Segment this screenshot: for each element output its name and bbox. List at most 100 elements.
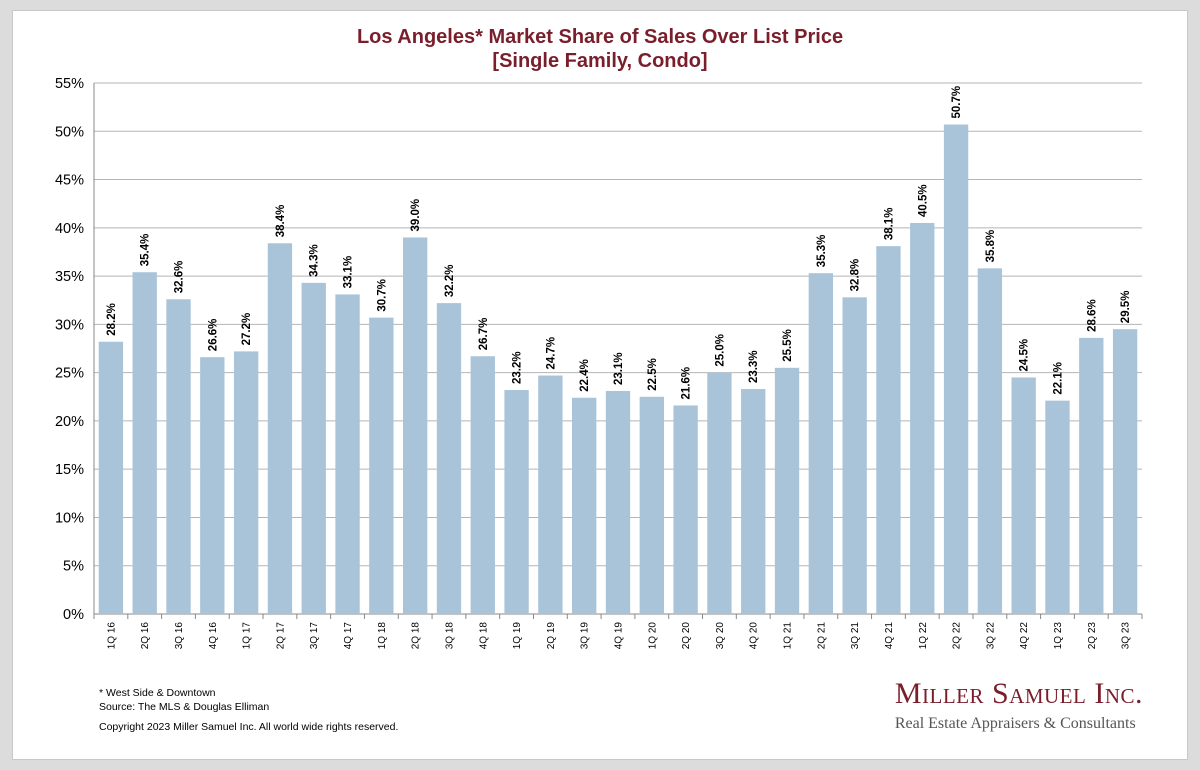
data-label: 28.6% <box>1086 299 1098 332</box>
bar <box>301 282 326 614</box>
y-tick-label: 30% <box>55 317 84 333</box>
data-label: 24.5% <box>1019 339 1031 372</box>
bar <box>436 303 462 614</box>
bar <box>943 124 969 615</box>
data-label: 38.1% <box>883 208 895 241</box>
data-label: 23.1% <box>613 352 625 385</box>
x-tick-label: 1Q 16 <box>106 622 117 650</box>
bar <box>98 341 124 614</box>
bar <box>808 273 834 614</box>
x-tick-label: 1Q 17 <box>242 622 253 650</box>
y-tick-label: 45% <box>55 173 84 189</box>
x-tick-label: 2Q 21 <box>816 622 827 650</box>
bar <box>1079 337 1104 614</box>
data-label: 32.6% <box>174 261 186 294</box>
bar <box>1112 329 1138 614</box>
bar <box>369 317 394 614</box>
x-tick-label: 1Q 19 <box>512 622 523 650</box>
x-tick-label: 3Q 16 <box>174 622 185 650</box>
x-tick-label: 3Q 18 <box>444 622 455 650</box>
y-tick-label: 15% <box>55 462 84 478</box>
x-tick-label: 2Q 22 <box>952 622 963 650</box>
chart-title: Los Angeles* Market Share of Sales Over … <box>13 25 1187 73</box>
bar <box>166 299 191 614</box>
x-tick-label: 2Q 19 <box>546 622 557 650</box>
data-label: 26.6% <box>207 319 219 352</box>
source-note: Source: The MLS & Douglas Elliman <box>99 701 270 713</box>
brand-tagline: Real Estate Appraisers & Consultants <box>894 715 1136 732</box>
x-tick-label: 1Q 23 <box>1053 622 1064 650</box>
chart-card: Los Angeles* Market Share of Sales Over … <box>12 10 1188 760</box>
footnotes: * West Side & Downtown Source: The MLS &… <box>99 686 398 734</box>
data-label: 27.2% <box>241 313 253 346</box>
data-label: 35.8% <box>985 230 997 263</box>
x-tick-label: 4Q 20 <box>749 622 760 650</box>
data-label: 50.7% <box>951 86 963 119</box>
bar <box>707 372 732 614</box>
data-label: 22.5% <box>647 358 659 391</box>
x-tick-label: 4Q 16 <box>208 622 219 650</box>
y-tick-label: 40% <box>55 221 84 237</box>
bar <box>572 397 597 614</box>
data-label: 38.4% <box>275 205 287 238</box>
data-label: 25.5% <box>782 329 794 362</box>
y-tick-label: 20% <box>55 414 84 430</box>
data-label: 32.2% <box>444 265 456 298</box>
bar <box>910 222 935 614</box>
bar <box>842 297 867 614</box>
y-tick-label: 50% <box>55 124 84 140</box>
bar <box>639 396 664 614</box>
y-tick-label: 35% <box>55 269 84 285</box>
bar <box>504 390 529 614</box>
bar <box>538 375 563 614</box>
data-label: 23.3% <box>748 350 760 383</box>
bar <box>1011 377 1036 614</box>
bar <box>402 237 428 615</box>
bar <box>1045 400 1070 614</box>
bar <box>774 367 800 614</box>
y-tick-label: 25% <box>55 366 84 382</box>
bar <box>977 268 1003 614</box>
chart-title-line1: Los Angeles* Market Share of Sales Over … <box>356 26 844 48</box>
x-tick-label: 2Q 18 <box>411 622 422 650</box>
data-label: 35.4% <box>140 234 152 267</box>
data-label: 25.0% <box>714 334 726 367</box>
data-label: 28.2% <box>106 303 118 336</box>
bar <box>470 356 495 614</box>
x-tick-label: 1Q 21 <box>783 622 794 650</box>
x-tick-label: 3Q 20 <box>715 622 726 650</box>
bar <box>267 243 293 615</box>
x-tick-label: 4Q 17 <box>343 622 354 650</box>
y-tick-label: 55% <box>55 76 84 92</box>
data-label: 33.1% <box>343 256 355 289</box>
bar <box>132 272 157 614</box>
data-label: 30.7% <box>376 279 388 312</box>
x-tick-label: 2Q 16 <box>140 622 151 650</box>
chart-title-line2: [Single Family, Condo] <box>492 50 708 72</box>
x-tick-label: 3Q 17 <box>309 622 320 650</box>
data-label: 22.1% <box>1052 362 1064 395</box>
data-label: 23.2% <box>512 351 524 384</box>
bar <box>605 390 631 614</box>
data-label: 34.3% <box>309 244 321 277</box>
data-label: 22.4% <box>579 359 591 392</box>
x-tick-label: 2Q 17 <box>275 622 286 650</box>
bar <box>673 405 698 614</box>
bar <box>335 294 360 614</box>
brand-logo: Miller Samuel Inc. Real Estate Appraiser… <box>895 677 1143 735</box>
data-label: 39.0% <box>410 199 422 232</box>
data-label: 29.5% <box>1120 291 1132 324</box>
bar <box>876 246 901 615</box>
bar <box>741 389 766 614</box>
data-label: 24.7% <box>545 337 557 370</box>
brand-name: Miller Samuel Inc. <box>894 677 1143 710</box>
x-tick-label: 4Q 22 <box>1019 622 1030 650</box>
y-tick-label: 10% <box>55 510 84 526</box>
data-label: 21.6% <box>681 367 693 400</box>
copyright-note: Copyright 2023 Miller Samuel Inc. All wo… <box>99 721 399 733</box>
x-tick-label: 4Q 18 <box>478 622 489 650</box>
x-tick-label: 2Q 23 <box>1087 622 1098 650</box>
y-tick-label: 0% <box>63 607 84 623</box>
bar <box>200 357 225 614</box>
x-tick-label: 1Q 18 <box>377 622 388 650</box>
